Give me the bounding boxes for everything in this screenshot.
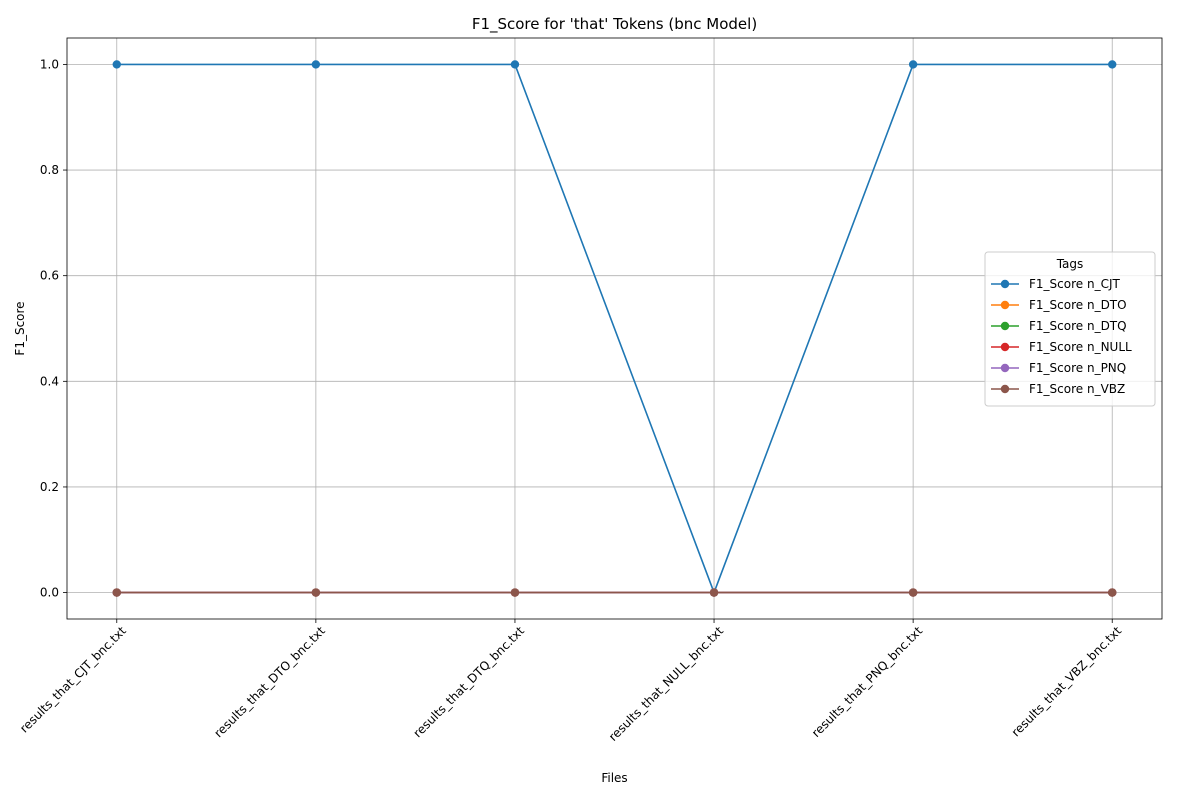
- legend-marker: [1000, 300, 1010, 310]
- legend-label: F1_Score n_PNQ: [1029, 361, 1126, 375]
- y-tick-label: 0.4: [40, 374, 59, 388]
- data-point: [311, 588, 321, 597]
- data-point: [908, 60, 918, 69]
- plot-frame: [66, 37, 1163, 620]
- legend-item: F1_Score n_VBZ: [991, 382, 1125, 396]
- x-axis-label: Files: [601, 771, 627, 785]
- legend-box: [984, 251, 1156, 407]
- legend-label: F1_Score n_DTQ: [1029, 319, 1127, 333]
- y-axis-label: F1_Score: [13, 301, 27, 355]
- data-point: [112, 588, 121, 597]
- data-point: [1108, 60, 1117, 69]
- y-tick-label: 0.6: [40, 269, 59, 283]
- y-tick-label: 0.2: [40, 480, 59, 494]
- legend-item: F1_Score n_CJT: [991, 277, 1120, 291]
- legend-item: F1_Score n_DTQ: [991, 319, 1127, 333]
- legend-title: Tags: [1056, 257, 1084, 271]
- legend-item: F1_Score n_PNQ: [991, 361, 1126, 375]
- legend-marker: [1000, 342, 1010, 352]
- legend-marker: [1000, 279, 1010, 289]
- data-point: [510, 588, 520, 597]
- legend-label: F1_Score n_VBZ: [1029, 382, 1125, 396]
- series-layer: [112, 60, 1117, 597]
- y-tick-label: 0.8: [40, 163, 59, 177]
- legend-label: F1_Score n_NULL: [1029, 340, 1132, 354]
- legend-item: F1_Score n_DTO: [991, 298, 1127, 312]
- legend-marker: [1000, 321, 1010, 331]
- data-point: [112, 60, 121, 69]
- legend-marker: [1000, 363, 1010, 373]
- y-tick-label: 0.0: [40, 586, 59, 600]
- data-point: [709, 588, 719, 597]
- legend-item: F1_Score n_NULL: [991, 340, 1132, 354]
- data-point: [908, 588, 918, 597]
- y-tick-label: 1.0: [40, 57, 59, 71]
- legend-label: F1_Score n_DTO: [1029, 298, 1127, 312]
- data-point: [311, 60, 321, 69]
- series-line: [116, 63, 1113, 595]
- chart-title: F1_Score for 'that' Tokens (bnc Model): [472, 15, 757, 34]
- data-point: [1108, 588, 1117, 597]
- legend-marker: [1000, 384, 1010, 394]
- legend-items: F1_Score n_CJT F1_Score n_DTO F1_Score n_D…: [991, 277, 1132, 396]
- data-point: [510, 60, 520, 69]
- legend-label: F1_Score n_CJT: [1029, 277, 1120, 291]
- series-f1_score-n_vbz: [112, 588, 1117, 597]
